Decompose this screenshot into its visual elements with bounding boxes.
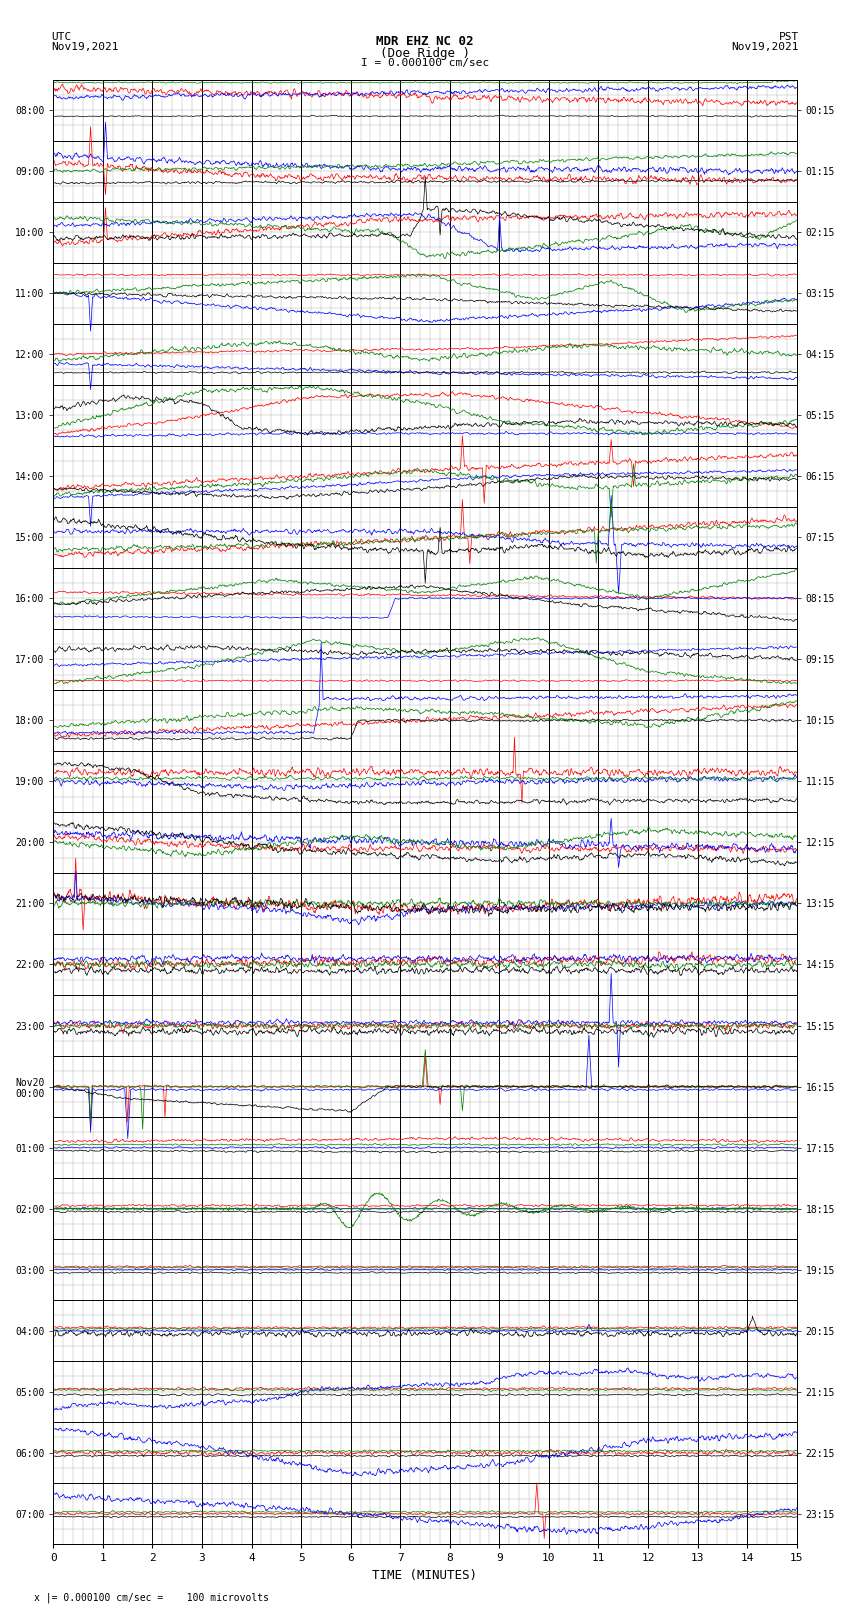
Text: Nov19,2021: Nov19,2021	[732, 42, 799, 52]
Text: UTC: UTC	[51, 32, 71, 42]
Text: (Doe Ridge ): (Doe Ridge )	[380, 47, 470, 60]
Text: MDR EHZ NC 02: MDR EHZ NC 02	[377, 35, 473, 48]
Text: Nov19,2021: Nov19,2021	[51, 42, 118, 52]
Text: x |= 0.000100 cm/sec =    100 microvolts: x |= 0.000100 cm/sec = 100 microvolts	[34, 1592, 269, 1603]
Text: I = 0.000100 cm/sec: I = 0.000100 cm/sec	[361, 58, 489, 68]
Text: PST: PST	[779, 32, 799, 42]
X-axis label: TIME (MINUTES): TIME (MINUTES)	[372, 1569, 478, 1582]
